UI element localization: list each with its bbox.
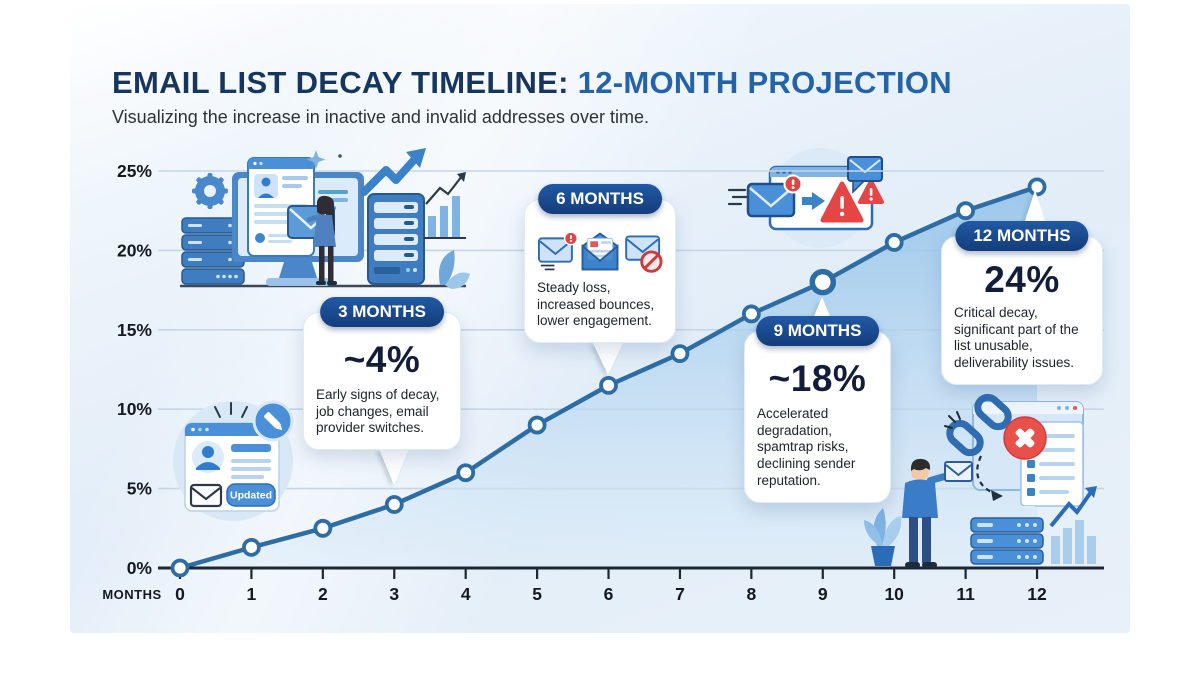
callout-pill-9-months: 9 MONTHS <box>755 316 880 346</box>
envelope-icon <box>189 483 223 508</box>
page-subtitle: Visualizing the increase in inactive and… <box>112 107 649 128</box>
title-accent: 12-MONTH PROJECTION <box>568 65 952 100</box>
x-tick-label-2: 2 <box>318 584 328 604</box>
arrow-right-icon <box>802 192 825 210</box>
radiating-lines <box>214 402 248 418</box>
data-point-month-7 <box>670 344 690 364</box>
decay-value-12-months: 24% <box>984 259 1060 300</box>
callout-9-months: 9 MONTHS ~18% Accelerated degradation, s… <box>744 316 891 503</box>
x-tick-label-11: 11 <box>956 584 975 604</box>
error-x-icon <box>1003 416 1047 460</box>
x-tick-label-1: 1 <box>247 584 257 604</box>
growth-arrow-icon <box>360 148 426 196</box>
pencil-icon <box>252 400 294 442</box>
y-tick-label-25: 25% <box>117 161 152 181</box>
y-tick-label-5: 5% <box>127 479 153 499</box>
callout-pill-6-months: 6 MONTHS <box>538 184 662 214</box>
data-point-month-2 <box>313 518 333 538</box>
gear-icon <box>192 173 228 209</box>
y-tick-label-20: 20% <box>117 240 152 260</box>
sparkle-icon <box>306 150 342 169</box>
data-setup-illustration <box>180 148 470 289</box>
bar-chart-icon <box>1049 486 1097 564</box>
data-point-month-9 <box>809 268 837 296</box>
callout-pointer <box>379 449 409 485</box>
person-figure <box>306 195 337 285</box>
x-tick-label-6: 6 <box>604 584 614 604</box>
callout-description: Accelerated degradation, spamtrap risks,… <box>757 406 856 488</box>
header: EMAIL LIST DECAY TIMELINE: 12-MONTH PROJ… <box>112 65 952 128</box>
data-point-month-8 <box>741 304 761 324</box>
data-point-month-3 <box>384 495 404 514</box>
y-tick-label-10: 10% <box>117 399 152 419</box>
title-main: EMAIL LIST DECAY TIMELINE: <box>112 65 569 100</box>
data-point-month-6 <box>599 375 618 395</box>
envelope-alert-icon <box>537 231 578 271</box>
x-tick-label-7: 7 <box>675 584 685 604</box>
plant-icon <box>438 250 470 289</box>
email-icons-row <box>537 228 663 274</box>
y-tick-label-15: 15% <box>117 320 152 340</box>
envelope-blocked-icon <box>625 235 663 273</box>
updated-profile-illustration: Updated <box>173 400 294 521</box>
callout-description: Early signs of decay, job changes, email… <box>316 387 440 436</box>
decay-value-9-months: ~18% <box>768 358 867 399</box>
server-stack-icon <box>970 517 1044 565</box>
x-tick-label-3: 3 <box>389 584 399 604</box>
email-alert-illustration <box>727 148 884 248</box>
envelope-icon <box>944 461 973 482</box>
email-status-icons <box>537 231 663 273</box>
list-cleanup-illustration <box>864 393 1097 568</box>
data-point-month-10 <box>884 233 904 252</box>
data-point-month-11 <box>956 201 976 221</box>
callout-pill-3-months: 3 MONTHS <box>320 297 444 327</box>
warning-triangle-icon <box>820 181 864 223</box>
updated-badge-label: Updated <box>230 490 272 502</box>
x-tick-label-10: 10 <box>884 584 904 604</box>
x-tick-label-5: 5 <box>532 584 542 604</box>
callout-description: Steady loss, increased bounces, lower en… <box>537 280 655 329</box>
bar-chart-icon <box>424 172 466 239</box>
x-tick-label-4: 4 <box>461 584 471 604</box>
callout-3-months: 3 MONTHS ~4% Early signs of decay, job c… <box>303 297 461 451</box>
person-figure <box>902 458 973 568</box>
x-tick-label-0: 0 <box>175 584 185 604</box>
speed-lines-icon <box>727 188 749 206</box>
decay-value-3-months: ~4% <box>343 339 421 380</box>
callout-6-months: 6 MONTHS <box>524 184 676 344</box>
page-title: EMAIL LIST DECAY TIMELINE: 12-MONTH PROJ… <box>112 65 952 100</box>
updated-badge: Updated <box>226 483 276 507</box>
plant-icon <box>864 508 902 566</box>
data-point-month-0 <box>170 558 190 578</box>
y-tick-label-0: 0% <box>127 558 153 578</box>
x-tick-label-9: 9 <box>818 584 828 604</box>
x-axis-title: MONTHS <box>102 587 161 602</box>
x-tick-label-12: 12 <box>1027 584 1047 604</box>
data-point-month-1 <box>242 537 261 557</box>
x-tick-label-8: 8 <box>746 584 756 604</box>
data-point-month-5 <box>527 415 547 435</box>
callout-pointer <box>593 343 623 375</box>
data-point-month-4 <box>456 463 476 483</box>
chat-envelope-icon <box>847 156 883 194</box>
broken-link-icon <box>944 393 1012 457</box>
callout-pill-12-months: 12 MONTHS <box>955 221 1089 251</box>
open-envelope-icon <box>581 232 619 271</box>
callout-12-months: 12 MONTHS 24% Critical decay, significan… <box>941 221 1103 385</box>
alert-envelope-icon <box>746 174 803 218</box>
warning-triangle-small-icon <box>858 179 884 204</box>
server-tower-icon <box>367 193 425 285</box>
dashed-arrow-icon <box>976 455 1003 501</box>
callout-description: Critical decay, significant part of the … <box>954 305 1079 371</box>
